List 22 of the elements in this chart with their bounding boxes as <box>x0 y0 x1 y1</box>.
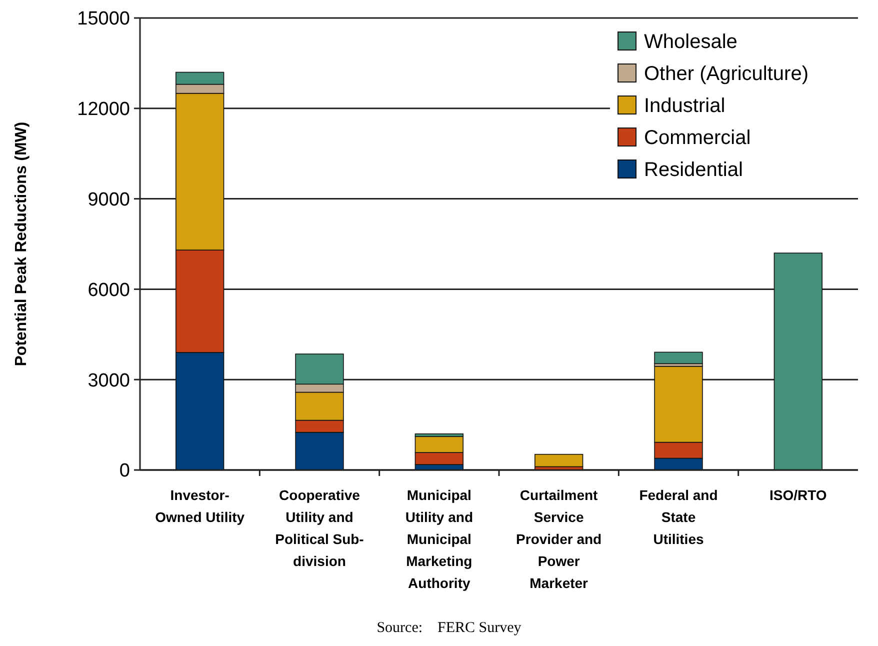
y-tick-label: 15000 <box>77 8 130 30</box>
x-tick-label: Municipal Utility and Municipal Marketing Authority <box>405 487 474 591</box>
y-tick-label: 12000 <box>77 99 130 120</box>
y-tick-label: 3000 <box>88 370 130 392</box>
x-tick-label: Curtailment Service Provider and Power Marketer <box>516 487 602 591</box>
y-tick-label: 9000 <box>88 189 130 210</box>
legend-label: Other (Agriculture) <box>644 63 808 85</box>
legend-label: Wholesale <box>644 31 738 53</box>
legend-label: Commercial <box>644 127 751 149</box>
y-tick-label: 6000 <box>88 280 130 301</box>
bar <box>534 454 584 468</box>
x-tick-label: ISO/RTO <box>770 487 827 503</box>
source-note: Source: FERC Survey <box>376 620 522 636</box>
bar <box>654 352 703 364</box>
x-tick-label: Federal and State Utilities <box>639 487 718 547</box>
x-tick-label: Cooperative Utility and Political Sub-division <box>275 487 364 569</box>
bar <box>774 252 822 470</box>
legend-label: Residential <box>644 159 743 181</box>
y-tick-label: 0 <box>119 460 130 482</box>
y-axis-title: Potential Peak Reductions (MW) <box>13 122 30 366</box>
x-tick-label: Investor-Owned Utility <box>155 487 245 525</box>
legend-label: Industrial <box>644 95 726 117</box>
